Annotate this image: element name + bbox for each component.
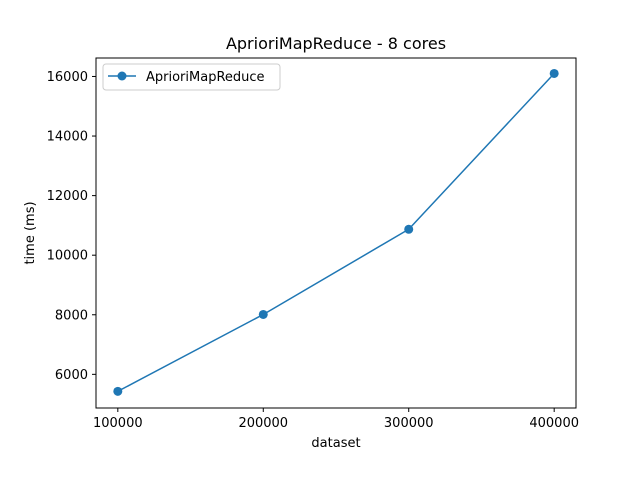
y-tick-label: 6000: [55, 368, 88, 383]
plot-area: [95, 57, 577, 409]
y-tick-label: 12000: [47, 189, 88, 204]
x-tick-label: 400000: [529, 416, 579, 431]
legend-box: [102, 63, 281, 91]
y-axis-label: time (ms): [23, 201, 38, 264]
x-tick-label: 200000: [238, 416, 288, 431]
y-tick-label: 14000: [47, 130, 88, 145]
data-point: [258, 309, 268, 319]
data-point: [404, 224, 414, 234]
x-axis: 100000 200000 300000 400000: [93, 408, 579, 431]
legend: AprioriMapReduce: [102, 63, 281, 91]
legend-label: AprioriMapReduce: [146, 70, 265, 85]
x-axis-label: dataset: [311, 436, 360, 451]
series-layer: [113, 68, 559, 396]
y-tick-label: 16000: [47, 70, 88, 85]
data-point: [113, 386, 123, 396]
axes-frame: [95, 57, 577, 409]
x-tick-label: 100000: [93, 416, 143, 431]
chart-title: AprioriMapReduce - 8 cores: [226, 34, 446, 53]
y-tick-label: 8000: [55, 308, 88, 323]
data-point: [549, 68, 559, 78]
series-line: [117, 72, 555, 392]
y-axis: 6000 8000 10000 12000 14000 16000: [47, 70, 96, 383]
y-tick-label: 10000: [47, 249, 88, 264]
x-tick-label: 300000: [384, 416, 434, 431]
legend-marker-icon: [117, 71, 127, 81]
